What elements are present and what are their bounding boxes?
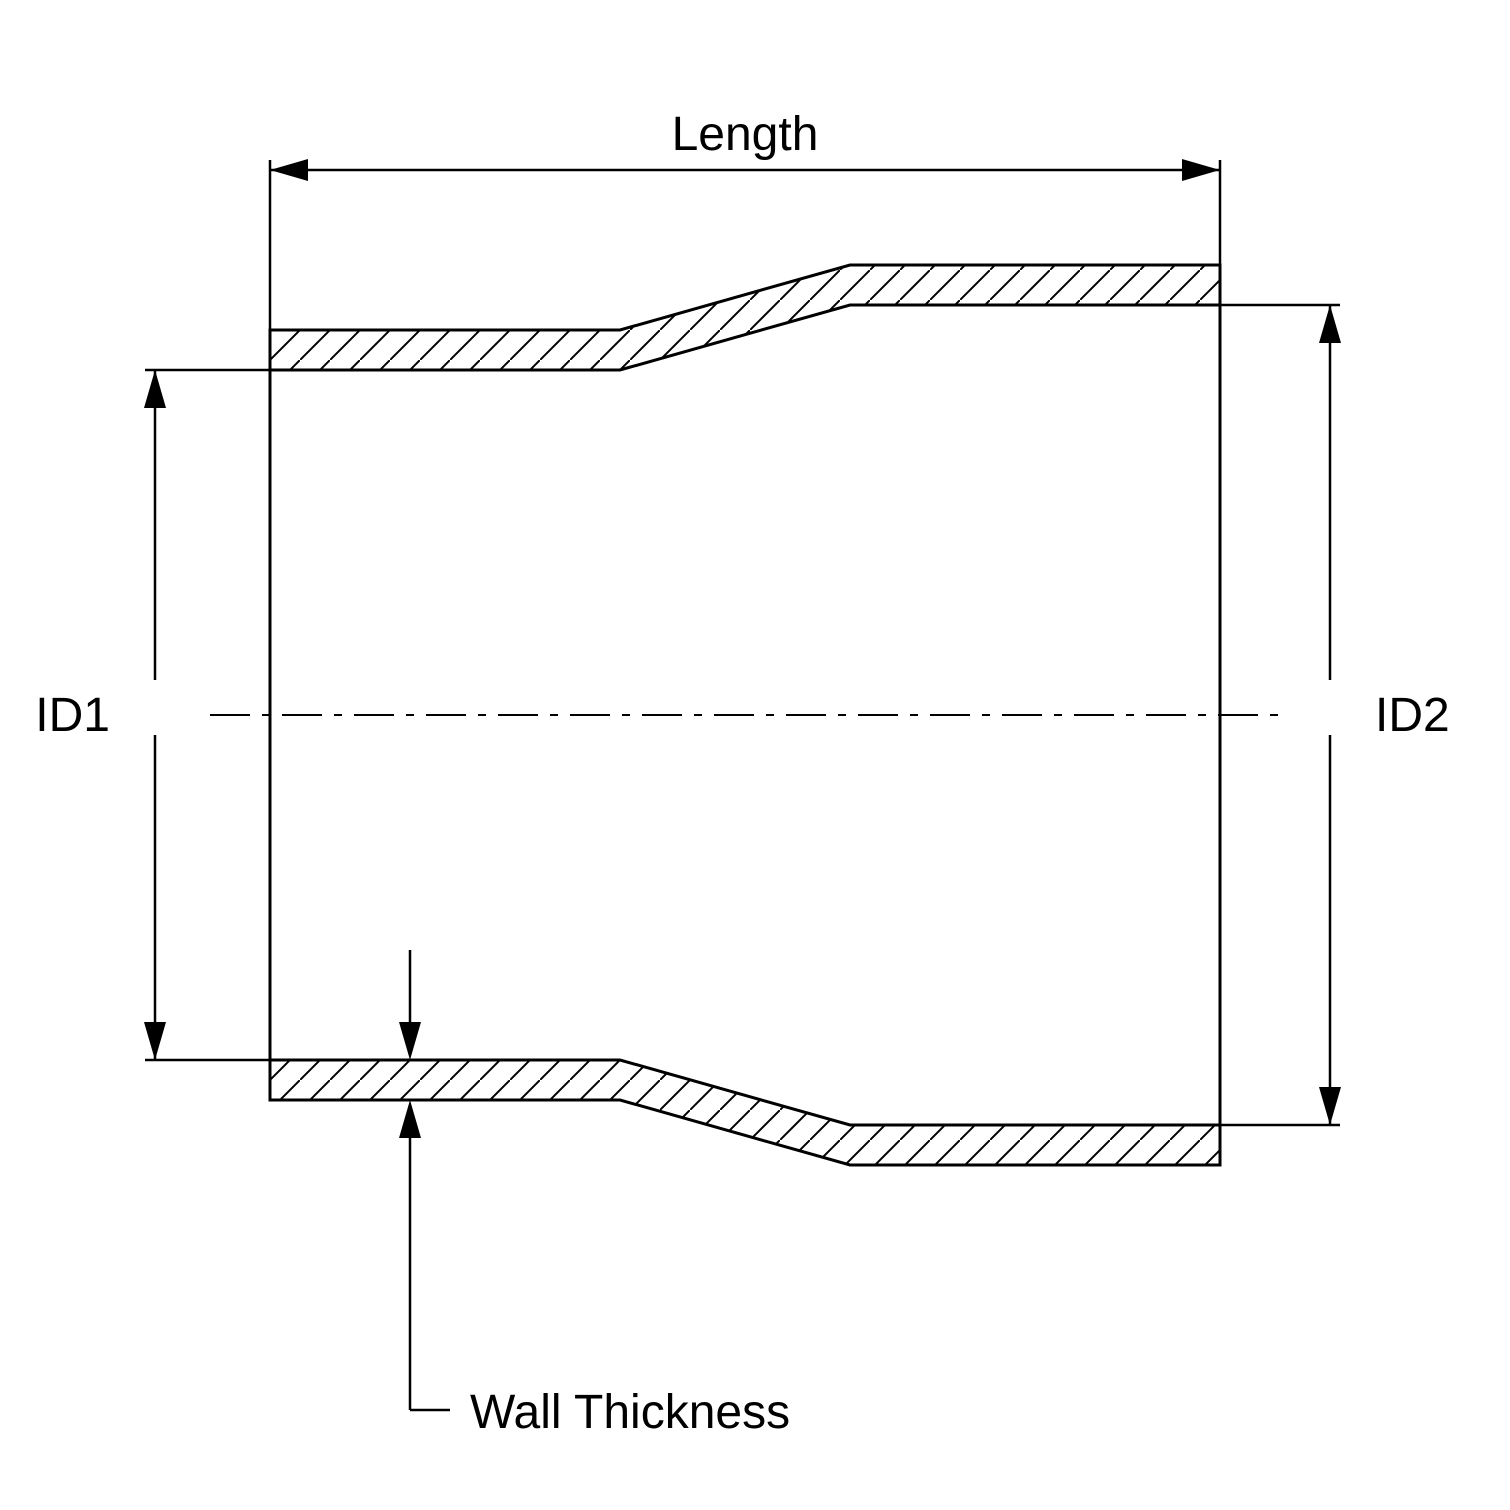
wall-thickness-label: Wall Thickness [470, 1386, 790, 1439]
top-wall-section [270, 265, 1220, 370]
id2-label: ID2 [1375, 689, 1450, 742]
length-label: Length [672, 108, 819, 161]
id1-label: ID1 [35, 689, 110, 742]
